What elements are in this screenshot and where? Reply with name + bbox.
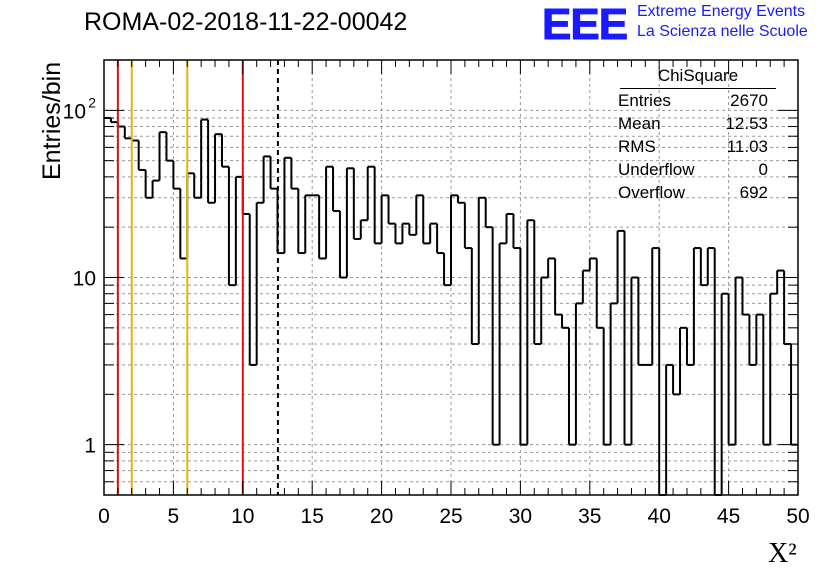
logo-text: Extreme Energy Events La Scienza nelle S… bbox=[637, 2, 808, 42]
logo-line-2: La Scienza nelle Scuole bbox=[637, 23, 808, 40]
x-tick-label: 35 bbox=[578, 505, 601, 528]
x-tick-label: 0 bbox=[98, 505, 110, 528]
x-tick-label: 30 bbox=[509, 505, 532, 528]
chart-title: ROMA-02-2018-11-22-00042 bbox=[84, 8, 408, 36]
stats-value: 0 bbox=[758, 160, 768, 179]
x-tick-label: 25 bbox=[439, 505, 462, 528]
x-tick-label: 40 bbox=[648, 505, 671, 528]
logo-line-1: Extreme Energy Events bbox=[637, 3, 806, 20]
x-axis-label-text: X² bbox=[768, 538, 797, 569]
stats-row: Mean 12.53 bbox=[612, 112, 776, 135]
stats-header: ChiSquare bbox=[620, 66, 776, 89]
x-axis-label: X² bbox=[768, 538, 797, 570]
stats-label: RMS bbox=[618, 137, 656, 156]
stats-value: 2670 bbox=[730, 91, 768, 110]
stats-label: Overflow bbox=[618, 183, 686, 202]
stats-label: Underflow bbox=[618, 160, 695, 179]
stats-rows: Entries 2670 Mean 12.53 RMS 11.03 Underflow 0 Ov… bbox=[612, 89, 776, 204]
x-tick-label: 5 bbox=[168, 505, 180, 528]
x-tick-label: 45 bbox=[717, 505, 740, 528]
y-tick-label: 1 bbox=[84, 435, 96, 458]
x-tick-label: 20 bbox=[370, 505, 393, 528]
stats-value: 692 bbox=[739, 183, 768, 202]
stats-row: Entries 2670 bbox=[612, 89, 776, 112]
stats-row: Underflow 0 bbox=[612, 158, 776, 181]
x-tick-label: 15 bbox=[301, 505, 324, 528]
stats-box: ChiSquare Entries 2670 Mean 12.53 RMS 11.03 Un… bbox=[612, 66, 776, 204]
y-tick-label: 10 bbox=[73, 268, 96, 291]
stats-row: RMS 11.03 bbox=[612, 135, 776, 158]
y-tick-label: 10 bbox=[63, 100, 86, 123]
stats-value: 12.53 bbox=[725, 114, 768, 133]
stats-value: 11.03 bbox=[726, 137, 768, 156]
eee-logo: EEE bbox=[541, 0, 628, 50]
stats-label: Mean bbox=[618, 114, 661, 133]
x-tick-label: 50 bbox=[786, 505, 809, 528]
stats-label: Entries bbox=[618, 91, 671, 110]
stats-row: Overflow 692 bbox=[612, 181, 776, 204]
y-tick-label-exponent: 2 bbox=[88, 94, 96, 110]
x-tick-label: 10 bbox=[231, 505, 254, 528]
